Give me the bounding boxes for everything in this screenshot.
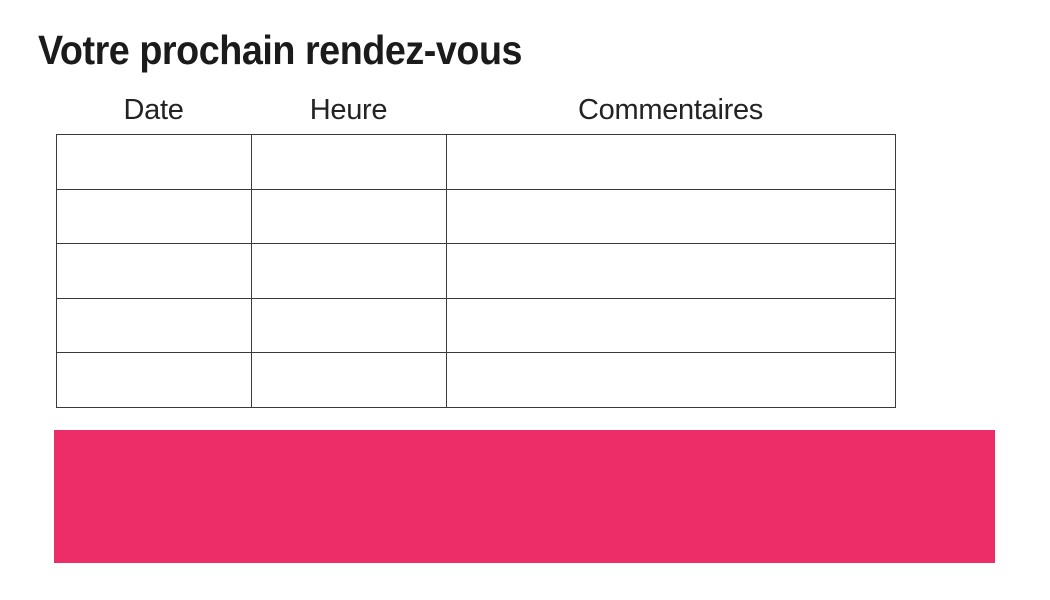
table-row (56, 297, 896, 354)
table-cell-heure (251, 352, 447, 408)
table-cell-commentaires (446, 188, 896, 245)
table-cell-heure (251, 188, 447, 245)
appointments-table (56, 134, 896, 408)
column-header-commentaires: Commentaires (578, 94, 763, 126)
page-title: Votre prochain rendez-vous (38, 27, 523, 73)
table-cell-date (56, 243, 252, 299)
table-cell-commentaires (446, 134, 896, 190)
column-header-heure: Heure (309, 94, 388, 126)
table-row (56, 188, 896, 245)
table-cell-date (56, 297, 252, 354)
table-cell-date (56, 352, 252, 408)
table-cell-date (56, 134, 252, 190)
table-cell-commentaires (446, 243, 896, 299)
column-header-date: Date (123, 94, 184, 126)
table-cell-date (56, 188, 252, 245)
table-row (56, 352, 896, 408)
table-row (56, 243, 896, 299)
table-row (56, 134, 896, 190)
table-header-row: Date Heure Commentaires (56, 92, 895, 128)
table-cell-commentaires (446, 352, 896, 408)
table-cell-heure (251, 297, 447, 354)
pink-banner (54, 430, 995, 563)
table-cell-commentaires (446, 297, 896, 354)
table-cell-heure (251, 134, 447, 190)
table-cell-heure (251, 243, 447, 299)
